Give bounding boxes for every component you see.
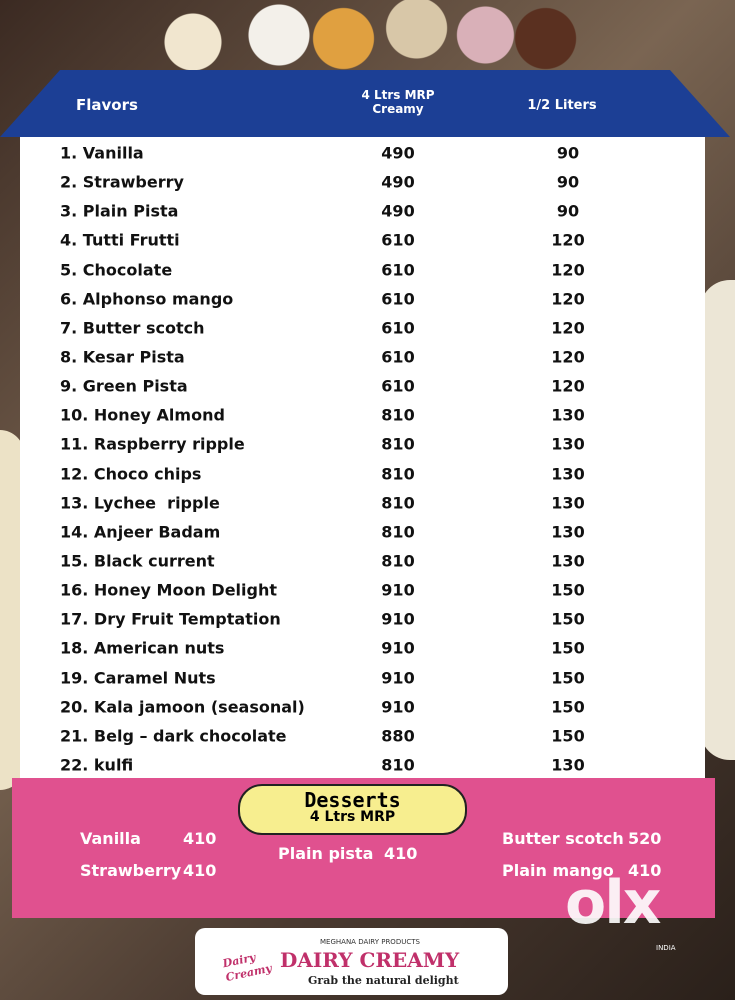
price-half: 150 [551, 726, 585, 746]
brand-company: MEGHANA DAIRY PRODUCTS [320, 938, 420, 946]
dessert-price: 410 [183, 861, 217, 880]
price-half: 150 [551, 609, 585, 629]
price-half: 130 [551, 755, 585, 775]
price-4l: 490 [381, 143, 415, 163]
flavor-name: 13. Lychee ripple [60, 493, 220, 513]
desserts-badge: Desserts 4 Ltrs MRP [238, 784, 467, 835]
brand-name: DAIRY CREAMY [280, 948, 460, 972]
price-half: 120 [551, 376, 585, 396]
price-4l: 810 [381, 755, 415, 775]
price-half: 90 [556, 201, 580, 221]
dessert-name: Plain pista [278, 844, 374, 863]
header-line: Creamy [372, 102, 424, 116]
price-4l: 910 [381, 697, 415, 717]
price-half: 130 [551, 551, 585, 571]
price-half: 130 [551, 405, 585, 425]
price-4l: 810 [381, 405, 415, 425]
price-4l: 610 [381, 347, 415, 367]
flavor-name: 5. Chocolate [60, 260, 173, 280]
flavor-name: 15. Black current [60, 551, 215, 571]
flavor-name: 18. American nuts [60, 638, 225, 658]
desserts-subtitle: 4 Ltrs MRP [309, 809, 396, 825]
header-4l: 4 Ltrs MRP Creamy [348, 88, 448, 116]
watermark-country: INDIA [656, 944, 676, 952]
price-half: 150 [551, 638, 585, 658]
ice-cream-image [150, 0, 580, 70]
price-4l: 910 [381, 609, 415, 629]
brand-tagline: Grab the natural delight [308, 974, 459, 987]
dessert-price: 410 [183, 829, 217, 848]
price-half: 90 [556, 143, 580, 163]
brand-box: Dairy Creamy MEGHANA DAIRY PRODUCTS DAIR… [195, 928, 508, 995]
table-header [0, 70, 730, 137]
flavor-name: 6. Alphonso mango [60, 289, 234, 309]
flavor-name: 7. Butter scotch [60, 318, 205, 338]
price-4l: 810 [381, 493, 415, 513]
price-half: 120 [551, 347, 585, 367]
price-4l: 910 [381, 668, 415, 688]
price-4l: 490 [381, 172, 415, 192]
price-4l: 810 [381, 522, 415, 542]
header-half: 1/2 Liters [527, 98, 597, 113]
price-half: 130 [551, 493, 585, 513]
dessert-price: 410 [628, 861, 662, 880]
dessert-price: 520 [628, 829, 662, 848]
price-half: 130 [551, 434, 585, 454]
price-4l: 810 [381, 434, 415, 454]
desserts-title: Desserts [304, 788, 401, 812]
ice-cream-scoop [700, 280, 735, 760]
flavor-name: 8. Kesar Pista [60, 347, 185, 367]
flavor-name: 2. Strawberry [60, 172, 184, 192]
price-half: 120 [551, 289, 585, 309]
flavor-name: 22. kulfi [60, 755, 134, 775]
price-table [20, 137, 705, 778]
dessert-name: Butter scotch [502, 829, 624, 848]
dessert-price: 410 [384, 844, 418, 863]
header-flavors: Flavors [76, 96, 138, 114]
price-half: 130 [551, 522, 585, 542]
price-4l: 610 [381, 376, 415, 396]
dessert-name: Strawberry [80, 861, 182, 880]
flavor-name: 1. Vanilla [60, 143, 144, 163]
price-4l: 880 [381, 726, 415, 746]
price-half: 130 [551, 464, 585, 484]
price-4l: 910 [381, 638, 415, 658]
price-4l: 610 [381, 230, 415, 250]
flavor-name: 17. Dry Fruit Temptation [60, 609, 281, 629]
watermark-logo: olx [565, 868, 661, 938]
flavor-name: 9. Green Pista [60, 376, 188, 396]
flavor-name: 12. Choco chips [60, 464, 202, 484]
price-4l: 610 [381, 318, 415, 338]
brand-logo: Dairy Creamy [221, 950, 273, 985]
flavor-name: 20. Kala jamoon (seasonal) [60, 697, 305, 717]
price-4l: 810 [381, 464, 415, 484]
dessert-name: Plain mango [502, 861, 614, 880]
price-half: 150 [551, 697, 585, 717]
price-4l: 610 [381, 260, 415, 280]
flavor-name: 10. Honey Almond [60, 405, 225, 425]
flavor-name: 11. Raspberry ripple [60, 434, 245, 454]
dessert-name: Vanilla [80, 829, 141, 848]
price-half: 150 [551, 580, 585, 600]
flavor-name: 16. Honey Moon Delight [60, 580, 277, 600]
flavor-name: 21. Belg – dark chocolate [60, 726, 287, 746]
flavor-name: 14. Anjeer Badam [60, 522, 221, 542]
price-half: 150 [551, 668, 585, 688]
price-4l: 490 [381, 201, 415, 221]
flavor-name: 19. Caramel Nuts [60, 668, 216, 688]
price-half: 120 [551, 230, 585, 250]
price-4l: 910 [381, 580, 415, 600]
price-half: 120 [551, 260, 585, 280]
price-4l: 810 [381, 551, 415, 571]
price-half: 120 [551, 318, 585, 338]
price-half: 90 [556, 172, 580, 192]
header-line: 4 Ltrs MRP [361, 88, 435, 102]
flavor-name: 3. Plain Pista [60, 201, 179, 221]
flavor-name: 4. Tutti Frutti [60, 230, 180, 250]
price-4l: 610 [381, 289, 415, 309]
